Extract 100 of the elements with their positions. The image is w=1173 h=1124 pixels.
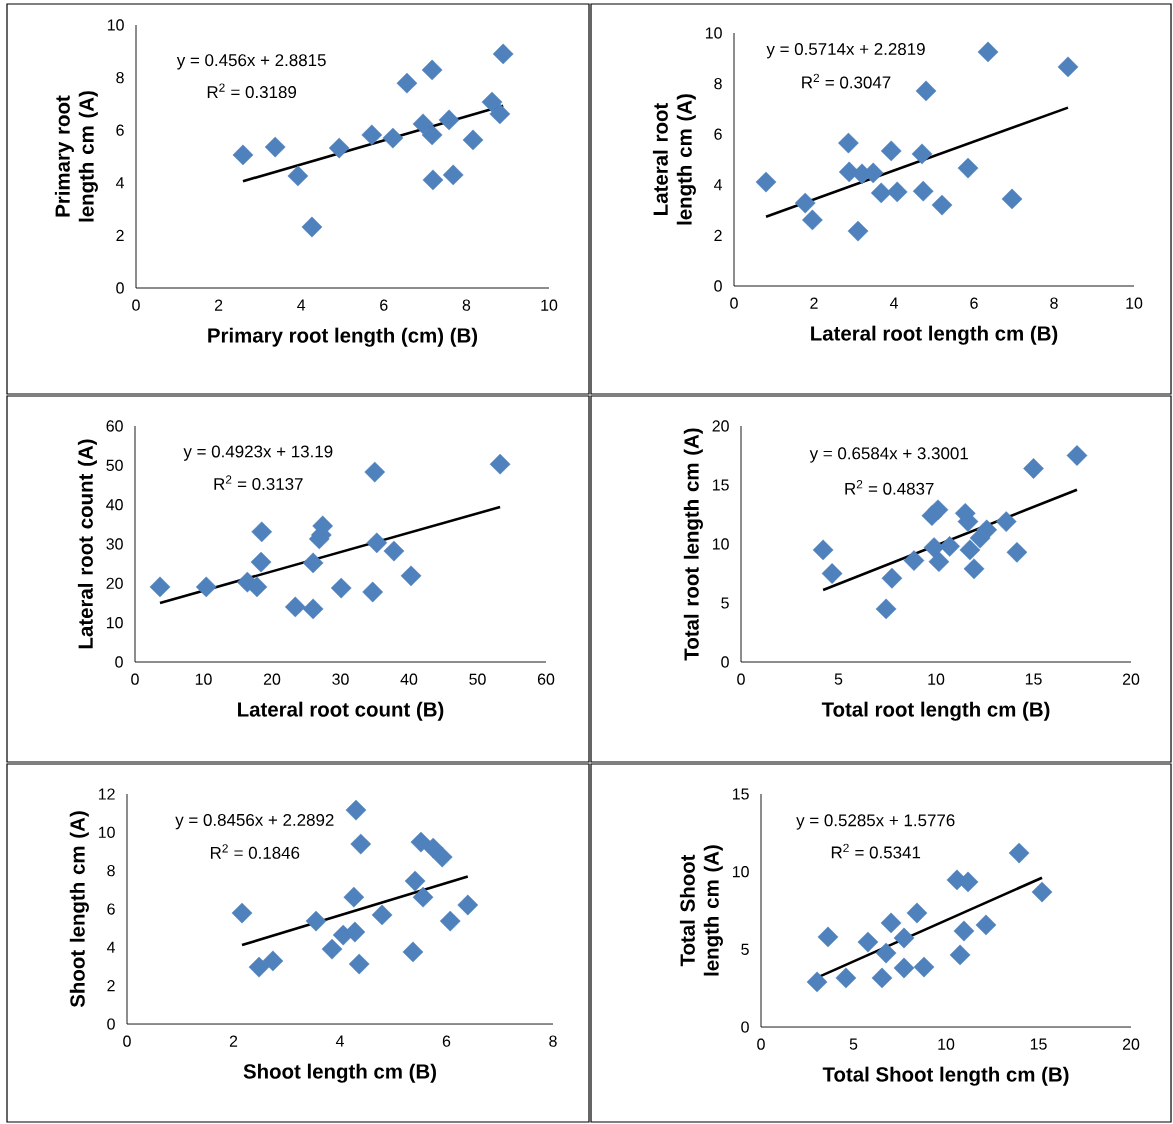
- point: [931, 194, 953, 216]
- point: [328, 137, 350, 159]
- point: [489, 453, 511, 475]
- point: [396, 72, 418, 94]
- y-axis-title: Total Shoot length cm (A): [679, 845, 723, 976]
- point: [321, 938, 343, 960]
- y-axis-title: Shoot length cm (A): [69, 811, 89, 1008]
- x-tick-label: 6: [970, 297, 978, 309]
- point: [886, 181, 908, 203]
- point: [345, 799, 367, 821]
- x-tick-label: 40: [400, 673, 418, 685]
- point: [995, 511, 1017, 532]
- y-tick-label: 4: [713, 179, 723, 191]
- y-tick-label: 15: [732, 788, 749, 800]
- point: [287, 165, 309, 187]
- y-tick-label: 10: [107, 19, 124, 31]
- point: [344, 921, 366, 943]
- point: [402, 941, 424, 963]
- x-tick-label: 5: [849, 1038, 858, 1050]
- point: [301, 216, 323, 238]
- x-axis-title: Shoot length cm (B): [243, 1063, 436, 1083]
- point: [906, 902, 928, 924]
- y-tick-label: 0: [115, 656, 123, 668]
- x-tick-label: 10: [541, 299, 558, 311]
- x-tick-label: 20: [1122, 1038, 1140, 1050]
- y-tick-label: 10: [732, 866, 749, 878]
- point: [302, 598, 324, 620]
- y-tick-label: 2: [107, 980, 115, 992]
- point: [915, 80, 937, 102]
- point: [305, 910, 327, 932]
- point: [250, 551, 272, 573]
- point: [913, 956, 935, 978]
- point: [847, 220, 869, 242]
- point: [912, 180, 934, 202]
- y-tick-label: 6: [714, 128, 722, 140]
- point: [802, 209, 823, 231]
- annotation: y = 0.5714x + 2.2819: [766, 43, 925, 59]
- y-tick-label: 0: [116, 282, 124, 294]
- y-tick-label: 0: [714, 280, 722, 292]
- point: [149, 576, 171, 598]
- x-tick-label: 30: [332, 673, 349, 685]
- point: [875, 942, 897, 964]
- point: [875, 598, 897, 620]
- annotation: y = 0.4923x + 13.19: [183, 445, 333, 461]
- y-tick-label: 12: [98, 788, 115, 800]
- y-axis-title: Total root length cm (A): [683, 428, 703, 661]
- y-tick-label: 10: [705, 27, 722, 39]
- point: [817, 926, 839, 948]
- point: [422, 169, 444, 191]
- y-tick-label: 8: [116, 71, 124, 84]
- point: [421, 124, 443, 146]
- point: [1008, 842, 1030, 864]
- point: [1001, 188, 1023, 210]
- x-tick-label: 60: [537, 673, 555, 685]
- point: [977, 41, 999, 63]
- point: [457, 894, 479, 916]
- x-tick-label: 2: [810, 297, 818, 309]
- point: [364, 461, 386, 483]
- y-tick-label: 60: [106, 420, 123, 432]
- annotation: y = 0.5285x + 1.5776: [796, 814, 955, 830]
- point: [442, 164, 464, 186]
- point: [1066, 445, 1088, 466]
- x-axis-title: Lateral root length cm (B): [811, 325, 1058, 345]
- x-tick-label: 4: [297, 299, 306, 311]
- point: [880, 912, 902, 934]
- point: [264, 136, 286, 158]
- point: [959, 539, 981, 561]
- y-tick-label: 4: [106, 941, 116, 953]
- point: [963, 558, 985, 580]
- point: [939, 536, 960, 557]
- y-tick-label: 8: [107, 865, 115, 877]
- x-tick-label: 10: [195, 673, 212, 685]
- point: [1057, 56, 1079, 78]
- point: [246, 576, 268, 598]
- y-tick-label: 5: [741, 943, 749, 955]
- point: [755, 171, 777, 193]
- point: [462, 129, 484, 151]
- x-tick-label: 8: [549, 1035, 557, 1047]
- x-tick-label: 2: [214, 299, 223, 311]
- y-tick-label: 6: [107, 903, 115, 915]
- point: [343, 886, 365, 908]
- x-tick-label: 0: [132, 299, 140, 311]
- y-tick-label: 20: [712, 420, 729, 432]
- annotation: R$^{2}$ = 0.5341: [831, 843, 921, 859]
- annotation: y = 0.6584x + 3.3001: [809, 447, 968, 463]
- point: [195, 576, 217, 598]
- x-tick-label: 4: [889, 297, 898, 309]
- point: [893, 957, 915, 979]
- point: [371, 904, 393, 926]
- point: [903, 550, 925, 571]
- annotation: y = 0.8456x + 2.2892: [175, 813, 334, 830]
- y-tick-label: 20: [106, 577, 123, 589]
- y-tick-label: 8: [714, 77, 722, 90]
- point: [794, 192, 816, 214]
- point: [366, 532, 388, 554]
- x-tick-label: 8: [462, 299, 471, 311]
- y-tick-label: 0: [107, 1018, 115, 1030]
- x-axis-title: Total root length cm (B): [821, 701, 1050, 721]
- x-tick-label: 50: [469, 673, 486, 685]
- point: [975, 914, 997, 936]
